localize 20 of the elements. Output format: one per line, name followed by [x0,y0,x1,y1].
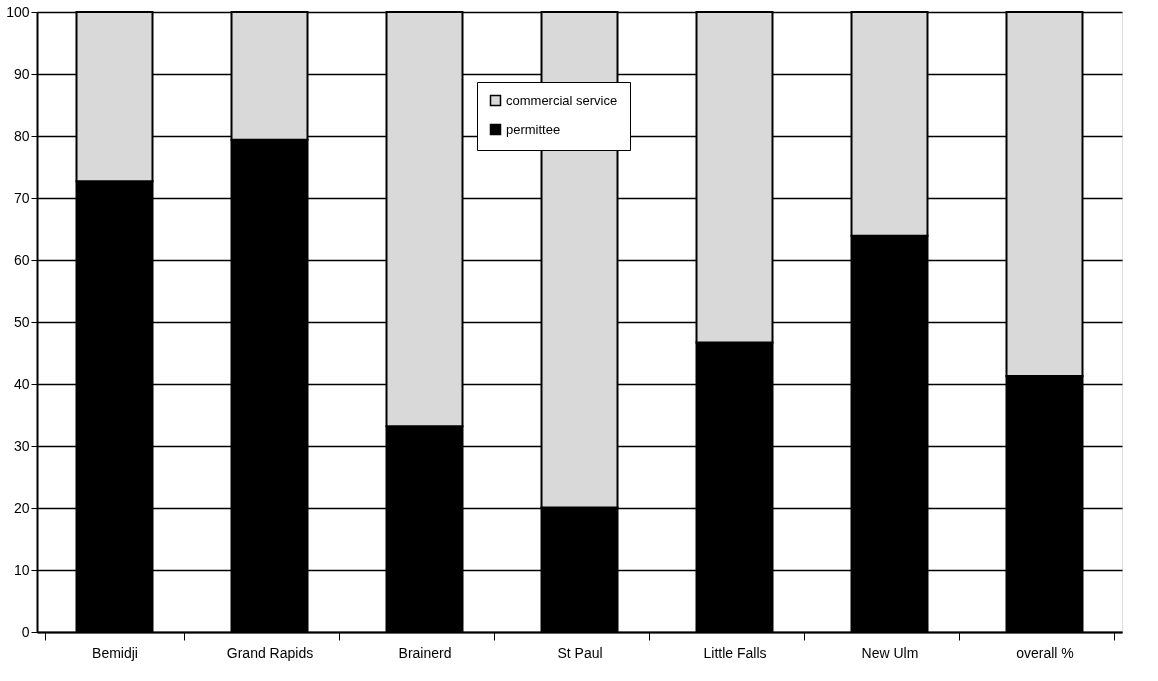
y-tick-label: 50 [13,313,30,330]
x-tick-label: St Paul [557,644,603,661]
y-tick-label: 10 [13,561,30,578]
y-tick-label: 40 [13,375,30,392]
legend-label: commercial service [506,92,618,108]
y-tick-label: 90 [13,65,30,82]
x-tick-label: Brainerd [398,644,452,661]
x-tick-label: Little Falls [703,644,767,661]
y-tick-label: 100 [6,3,30,20]
y-tick-label: 70 [13,189,30,206]
legend-label: permittee [506,121,561,137]
y-tick-label: 0 [21,623,30,640]
y-tick-label: 80 [13,127,30,144]
x-tick-label: New Ulm [861,644,919,661]
x-tick-label: Bemidji [92,644,138,661]
y-tick-label: 30 [13,437,30,454]
y-tick-label: 20 [13,499,30,516]
y-tick-label: 60 [13,251,30,268]
x-tick-label: overall % [1016,644,1074,661]
x-tick-label: Grand Rapids [226,644,314,661]
